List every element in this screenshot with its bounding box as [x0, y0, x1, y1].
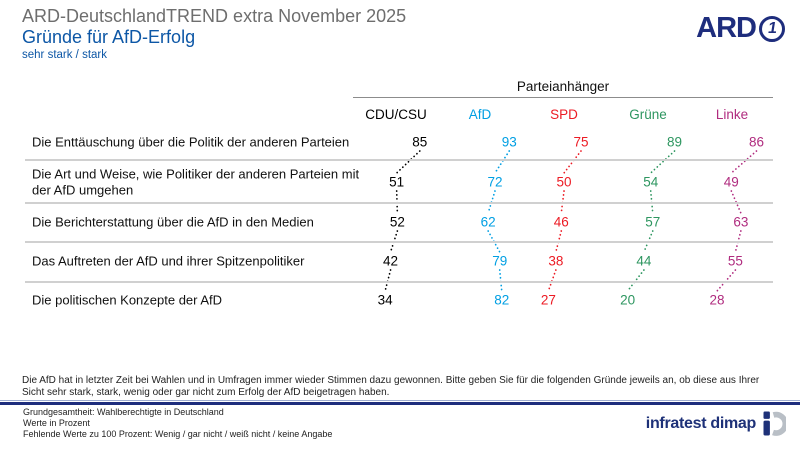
value-label: 46: [553, 214, 569, 230]
row-separator: [25, 281, 773, 283]
value-label: 52: [389, 214, 405, 230]
value-label: 34: [377, 292, 393, 308]
page-subtitle: sehr stark / stark: [22, 49, 107, 61]
question-text: Die AfD hat in letzter Zeit bei Wahlen u…: [22, 375, 759, 398]
row-label: Die Art und Weise, wie Politiker der and…: [32, 166, 360, 198]
connector-line: [554, 230, 563, 253]
value-label: 54: [643, 174, 659, 190]
ard-logo-text: ARD: [696, 12, 757, 44]
value-label: 44: [636, 253, 652, 269]
connector-line: [389, 230, 399, 253]
connector-line: [395, 190, 399, 214]
column-header-spd: SPD: [550, 107, 578, 122]
dimap-icon: [763, 411, 786, 436]
question-text-line1: Die AfD hat in letzter Zeit bei Wahlen u…: [22, 375, 760, 386]
footer-divider-thin: [0, 400, 800, 401]
value-label: 42: [383, 253, 399, 269]
ard-logo: ARD 1: [696, 14, 785, 43]
row-label: Die Enttäuschung über die Politik der an…: [32, 134, 350, 150]
value-label: 82: [494, 292, 510, 308]
value-label: 38: [548, 253, 564, 269]
connector-lines: [384, 150, 758, 292]
row-label: Die Berichterstattung über die AfD in de…: [32, 214, 314, 230]
connector-line: [395, 150, 421, 174]
value-label: 51: [389, 174, 405, 190]
row-label: Das Auftreten der AfD und ihrer Spitzenp…: [32, 253, 305, 269]
report-title: ARD-DeutschlandTREND extra November 2025: [22, 6, 407, 26]
connector-line: [487, 230, 501, 253]
value-label: 63: [733, 214, 749, 230]
column-header-gr-ne: Grüne: [629, 107, 667, 122]
value-label: 93: [501, 134, 517, 150]
column-header-cdu-csu: CDU/CSU: [365, 107, 427, 122]
value-label: 49: [723, 174, 739, 190]
connector-line: [730, 190, 742, 214]
connector-line: [649, 150, 676, 174]
row-label: Die politischen Konzepte der AfD: [32, 292, 223, 308]
value-label: 79: [492, 253, 508, 269]
connector-line: [643, 230, 654, 253]
question-text-line2: Sicht sehr stark, stark, wenig oder gar …: [22, 386, 390, 398]
connector-line: [560, 190, 565, 214]
value-label: 62: [480, 214, 496, 230]
infratest-dimap-logo: infratest dimap: [646, 411, 786, 436]
column-header-linke: Linke: [715, 107, 749, 122]
value-label: 86: [748, 134, 764, 150]
connector-line: [730, 150, 758, 174]
row-separator: [25, 159, 773, 161]
connector-line: [626, 269, 645, 292]
value-label: 57: [645, 214, 661, 230]
column-header-afd: AfD: [468, 107, 492, 122]
footer-note-missing: Fehlende Werte zu 100 Prozent: Wenig / g…: [23, 429, 333, 439]
ard-one-icon: 1: [759, 15, 785, 42]
value-label: 85: [412, 134, 428, 150]
value-label: 72: [487, 174, 503, 190]
connector-line: [498, 269, 503, 292]
value-label: 50: [556, 174, 572, 190]
connector-line: [649, 190, 654, 214]
infratest-dimap-logo-text: infratest dimap: [645, 414, 757, 432]
group-underline: [353, 97, 773, 98]
connector-line: [563, 150, 582, 174]
value-label: 89: [667, 134, 683, 150]
value-label: 28: [709, 292, 725, 308]
connector-line: [547, 269, 557, 292]
value-label: 20: [620, 292, 636, 308]
footer-note-population: Grundgesamtheit: Wahlberechtigte in Deut…: [23, 407, 224, 417]
connector-line: [716, 269, 737, 292]
connector-line: [487, 190, 496, 214]
value-label: 55: [727, 253, 743, 269]
footer-notes: Grundgesamtheit: Wahlberechtigte in Deut…: [23, 407, 332, 440]
footer-divider-thick: [0, 402, 800, 405]
group-label: Parteianhänger: [516, 79, 610, 94]
connector-line: [734, 230, 742, 253]
page-title: Gründe für AfD-Erfolg: [22, 27, 196, 47]
footer-note-unit: Werte in Prozent: [23, 418, 90, 428]
row-separator: [25, 202, 773, 204]
value-label: 27: [540, 292, 556, 308]
connector-line: [494, 150, 511, 174]
row-separator: [25, 241, 773, 243]
connector-line: [384, 269, 392, 292]
value-label: 75: [573, 134, 589, 150]
